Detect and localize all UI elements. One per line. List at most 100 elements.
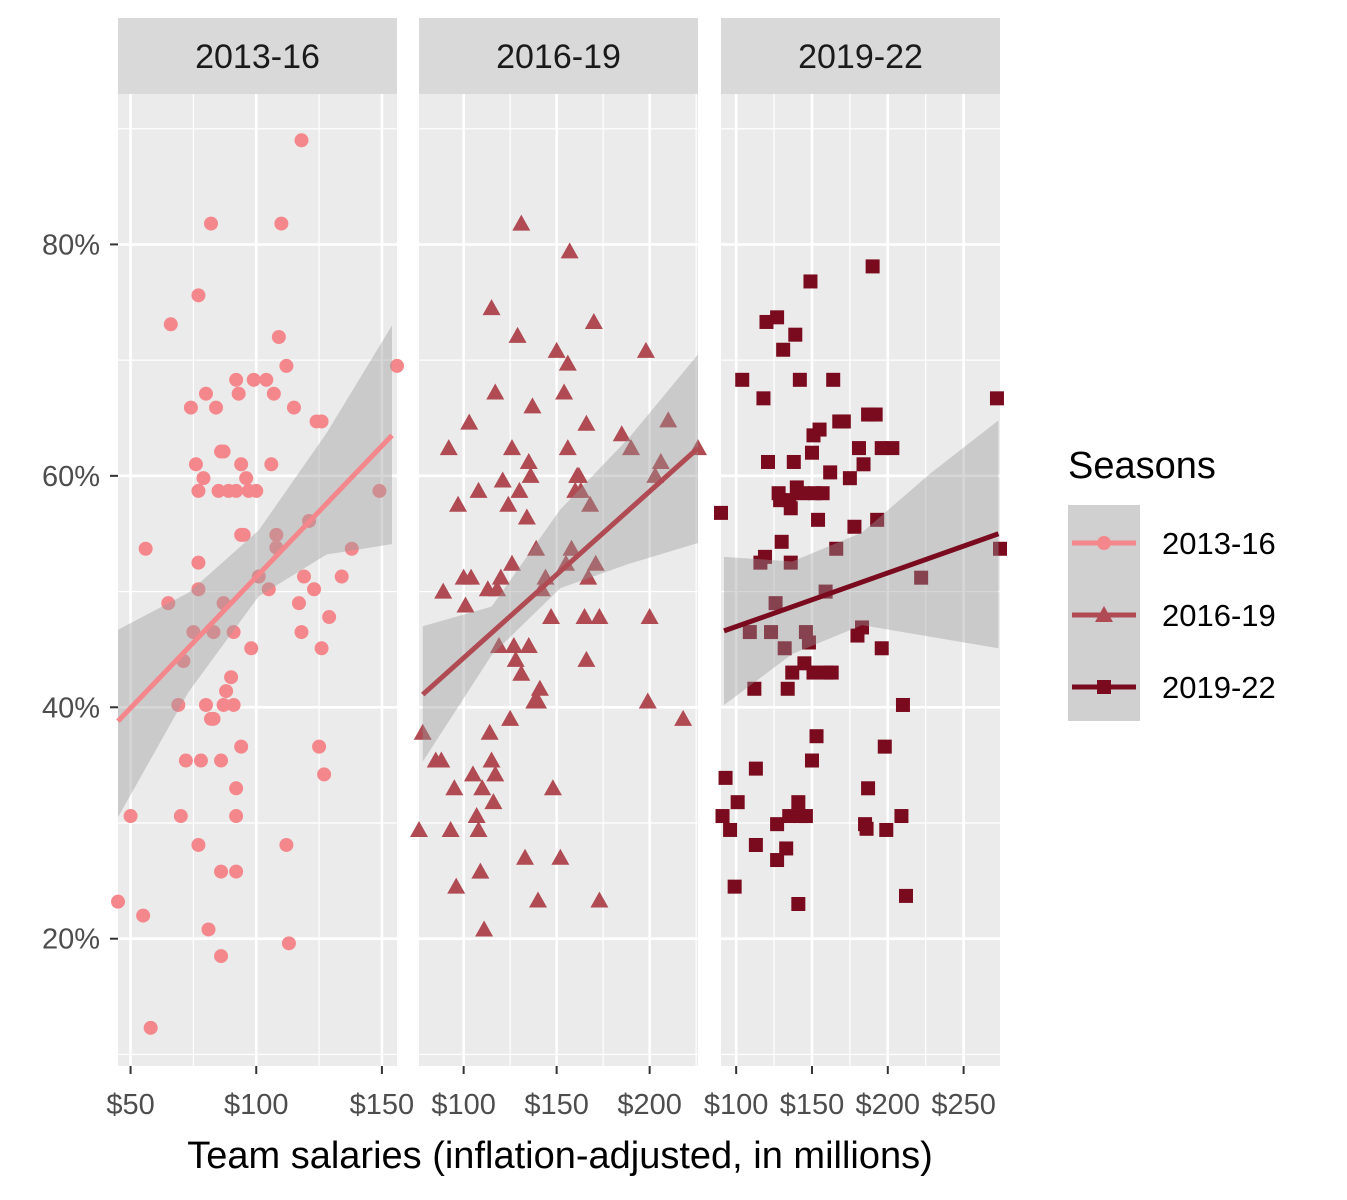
data-point <box>792 372 807 387</box>
data-point <box>791 897 806 911</box>
data-point <box>993 541 1007 556</box>
data-point <box>334 569 349 584</box>
x-tick-label: $50 <box>106 1089 154 1121</box>
data-point <box>201 922 216 937</box>
data-point <box>249 483 264 498</box>
data-point <box>244 641 259 656</box>
data-point <box>529 891 548 908</box>
trend-line <box>723 531 1000 634</box>
confidence-band <box>118 325 392 818</box>
trend-line <box>421 446 700 697</box>
data-point <box>774 534 789 549</box>
data-point <box>530 679 549 696</box>
data-point <box>473 779 492 796</box>
data-point <box>879 822 894 837</box>
data-point <box>294 625 309 640</box>
data-point <box>757 549 772 564</box>
legend: Seasons 2013-16 2016-19 2019-22 <box>1068 445 1276 721</box>
data-point <box>482 751 501 768</box>
data-point <box>521 466 540 483</box>
data-point <box>577 650 596 667</box>
data-point <box>294 133 309 148</box>
data-point <box>178 753 193 768</box>
data-point <box>447 877 466 894</box>
data-point <box>622 439 641 456</box>
data-point <box>204 216 218 231</box>
data-point <box>562 539 581 556</box>
data-point <box>798 809 813 824</box>
data-point <box>286 400 301 415</box>
legend-label: 2019-22 <box>1162 670 1276 705</box>
data-point <box>229 809 244 824</box>
data-point <box>590 891 609 908</box>
data-point <box>274 216 289 231</box>
data-point <box>136 908 151 923</box>
trend-line <box>116 433 394 723</box>
data-point <box>894 809 909 824</box>
facet-strip <box>721 18 1000 94</box>
data-point <box>715 809 730 824</box>
data-point <box>914 570 929 585</box>
data-point <box>506 650 525 667</box>
data-point <box>517 508 536 525</box>
data-point <box>770 310 785 325</box>
data-point <box>271 330 286 344</box>
data-point <box>434 582 453 599</box>
data-point <box>229 372 244 387</box>
y-tick-label: 40% <box>42 692 100 724</box>
data-point <box>486 383 505 400</box>
data-point <box>229 781 244 796</box>
x-axis-title: Team salaries (inflation-adjusted, in mi… <box>187 1135 933 1177</box>
legend-title: Seasons <box>1068 445 1216 487</box>
data-point <box>463 765 482 782</box>
legend-symbol <box>1097 680 1111 694</box>
data-point <box>504 636 523 653</box>
x-tick-label: $100 <box>224 1089 289 1121</box>
data-point <box>503 554 521 571</box>
data-point <box>279 837 294 852</box>
data-point <box>770 817 785 832</box>
data-point <box>791 795 806 810</box>
data-point <box>560 242 579 259</box>
data-point <box>770 853 785 868</box>
data-point <box>297 569 311 584</box>
data-point <box>191 582 206 597</box>
data-point <box>748 761 763 776</box>
data-point <box>143 1020 158 1035</box>
data-point <box>317 767 332 782</box>
data-point <box>198 386 213 401</box>
data-point <box>123 809 138 824</box>
data-point <box>291 596 306 611</box>
data-point <box>460 413 479 430</box>
data-point <box>322 610 337 625</box>
data-point <box>216 697 231 712</box>
data-point <box>486 765 505 782</box>
data-point <box>812 422 827 437</box>
data-point <box>868 407 883 422</box>
data-point <box>730 795 745 810</box>
data-point <box>188 457 203 472</box>
data-point <box>824 665 839 680</box>
data-point <box>874 641 889 656</box>
data-point <box>191 837 206 852</box>
data-point <box>571 481 590 498</box>
data-point <box>499 495 518 512</box>
data-point <box>877 739 892 754</box>
facet-strip-label: 2013-16 <box>195 38 320 76</box>
data-point <box>806 665 821 680</box>
y-tick-label: 20% <box>42 924 100 956</box>
data-point <box>413 723 432 740</box>
data-point <box>569 466 588 483</box>
data-point <box>432 751 451 768</box>
data-point <box>279 358 294 373</box>
data-point <box>861 781 876 796</box>
data-point <box>246 372 261 387</box>
data-point <box>575 608 594 625</box>
data-point <box>786 454 801 469</box>
facet-strip <box>419 18 698 94</box>
x-tick-label: $150 <box>350 1089 415 1121</box>
data-point <box>216 444 231 459</box>
data-point <box>555 383 574 400</box>
data-point <box>173 809 188 824</box>
data-point <box>584 312 603 329</box>
